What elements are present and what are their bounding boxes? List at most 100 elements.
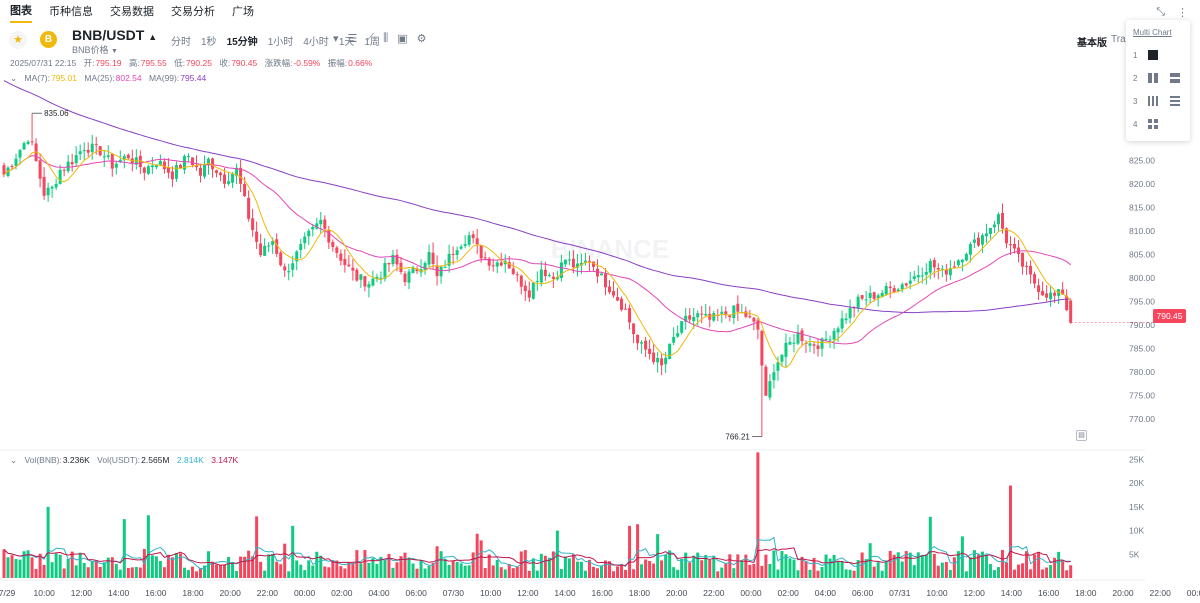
chart-tools: ▾ ☰ ⟋ ⫼ ▣ ⚙ <box>333 32 426 45</box>
time-tick-label: 14:00 <box>108 588 130 598</box>
candle-body <box>114 163 118 168</box>
layout-icon[interactable]: ▣ <box>397 33 408 45</box>
candle-body <box>916 275 920 278</box>
volume-bar <box>792 559 796 578</box>
version-tradingview[interactable]: Trad <box>1111 34 1132 45</box>
volume-bar <box>114 563 118 578</box>
time-tick-label: 14:00 <box>1001 588 1023 598</box>
volume-bar <box>880 570 884 578</box>
tab-trading-analysis[interactable]: 交易分析 <box>171 6 215 18</box>
low-value: 790.25 <box>185 58 212 68</box>
vol-collapse-icon[interactable]: ⌄ <box>10 455 18 465</box>
candle-body <box>211 158 215 170</box>
volume-bar <box>571 554 575 578</box>
volume-bar <box>624 570 628 578</box>
favorite-star-icon[interactable]: ★ <box>9 31 27 49</box>
candle-body <box>523 285 527 292</box>
volume-bar <box>856 560 860 578</box>
volume-bar <box>724 563 728 578</box>
candle-body <box>616 297 620 301</box>
screenshot-icon[interactable]: ▤ <box>1076 430 1087 441</box>
candle-body <box>712 313 716 321</box>
time-tick-label: 00:00 <box>1187 588 1200 598</box>
volume-bar <box>555 530 559 578</box>
expand-icon[interactable]: ⤡ <box>1156 6 1165 18</box>
candle-body <box>351 267 355 271</box>
volume-bar <box>327 567 331 578</box>
candle-body <box>816 345 820 350</box>
volume-bar <box>10 555 14 578</box>
time-tick-label: 18:00 <box>1075 588 1097 598</box>
settings-gear-icon[interactable]: ⚙ <box>416 33 427 45</box>
volume-bar <box>604 560 607 578</box>
volume-bar <box>684 552 688 578</box>
candle-body <box>54 184 58 188</box>
volume-bar <box>567 558 571 578</box>
interval-line[interactable]: 分时 <box>171 37 191 48</box>
candle-body <box>142 167 146 173</box>
candle-body <box>215 170 219 173</box>
more-icon[interactable]: ⋮ <box>1177 7 1188 19</box>
volume-bar <box>54 553 58 578</box>
tab-square[interactable]: 广场 <box>232 6 254 18</box>
volume-bar <box>932 553 936 578</box>
candle-body <box>604 273 607 288</box>
dropdown-icon[interactable]: ▾ <box>333 33 339 45</box>
layout-option-2[interactable]: 2 <box>1133 72 1189 86</box>
candle-body <box>1041 290 1045 296</box>
volume-bar <box>62 568 66 578</box>
ma7-label: MA(7): <box>24 73 51 83</box>
price-tick-label: 810.00 <box>1129 226 1155 236</box>
volume-tick-label: 5K <box>1129 549 1140 559</box>
ma25-line <box>3 155 1072 345</box>
volume-bar <box>1069 565 1073 578</box>
three-row-layout-icon <box>1170 96 1180 106</box>
candle-body <box>684 315 688 322</box>
interval-1h[interactable]: 1小时 <box>267 37 294 48</box>
candle-body <box>996 214 1000 225</box>
volume-bar <box>146 515 150 578</box>
indicator-icon[interactable]: ☰ <box>347 33 358 45</box>
draw-icon[interactable]: ⟋ <box>366 32 375 44</box>
interval-1d[interactable]: 1天 <box>338 37 355 48</box>
candle-type-icon[interactable]: ⫼ <box>383 32 389 44</box>
tab-coin-info[interactable]: 币种信息 <box>49 6 93 18</box>
symbol-selector[interactable]: BNB/USDT ▲ <box>72 27 157 43</box>
interval-1s[interactable]: 1秒 <box>201 37 217 48</box>
layout-option-3[interactable]: 3 <box>1133 95 1189 109</box>
price-tick-label: 790.00 <box>1129 320 1155 330</box>
volume-bar <box>836 560 840 578</box>
interval-4h[interactable]: 4小时 <box>303 37 329 48</box>
candle-body <box>203 164 206 177</box>
volume-bar <box>307 560 311 578</box>
candle-body <box>291 263 295 270</box>
tab-chart[interactable]: 图表 <box>10 1 32 23</box>
volume-bar <box>339 566 343 578</box>
time-tick-label: 22:00 <box>1150 588 1172 598</box>
collapse-icon[interactable]: ⌄ <box>10 73 18 83</box>
candle-body <box>90 143 94 153</box>
volume-bar <box>980 551 984 578</box>
volume-bar <box>1049 565 1053 578</box>
layout-option-1[interactable]: 1 <box>1133 49 1189 63</box>
volume-bar <box>640 564 644 578</box>
version-basic[interactable]: 基本版 <box>1077 38 1107 49</box>
volume-bar <box>864 559 868 578</box>
volume-tick-label: 25K <box>1129 454 1144 464</box>
volume-bar <box>455 561 459 578</box>
interval-15m[interactable]: 15分钟 <box>226 37 258 48</box>
interval-1w[interactable]: 1周 <box>364 37 380 48</box>
symbol-subtitle[interactable]: BNB价格 ▼ <box>72 43 118 56</box>
candle-body <box>479 245 483 259</box>
candle-body <box>736 303 740 312</box>
volume-bar <box>652 563 656 578</box>
volume-bar <box>796 570 800 578</box>
layout-option-4[interactable]: 4 <box>1133 118 1189 132</box>
tab-trading-data[interactable]: 交易数据 <box>110 6 154 18</box>
candle-body <box>812 344 816 346</box>
time-tick-label: 07/31 <box>889 588 911 598</box>
grid-layout-icon <box>1148 119 1158 129</box>
volume-bar <box>696 552 700 578</box>
volume-bar <box>407 557 411 578</box>
